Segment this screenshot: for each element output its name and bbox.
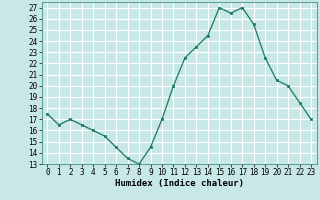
X-axis label: Humidex (Indice chaleur): Humidex (Indice chaleur) [115,179,244,188]
